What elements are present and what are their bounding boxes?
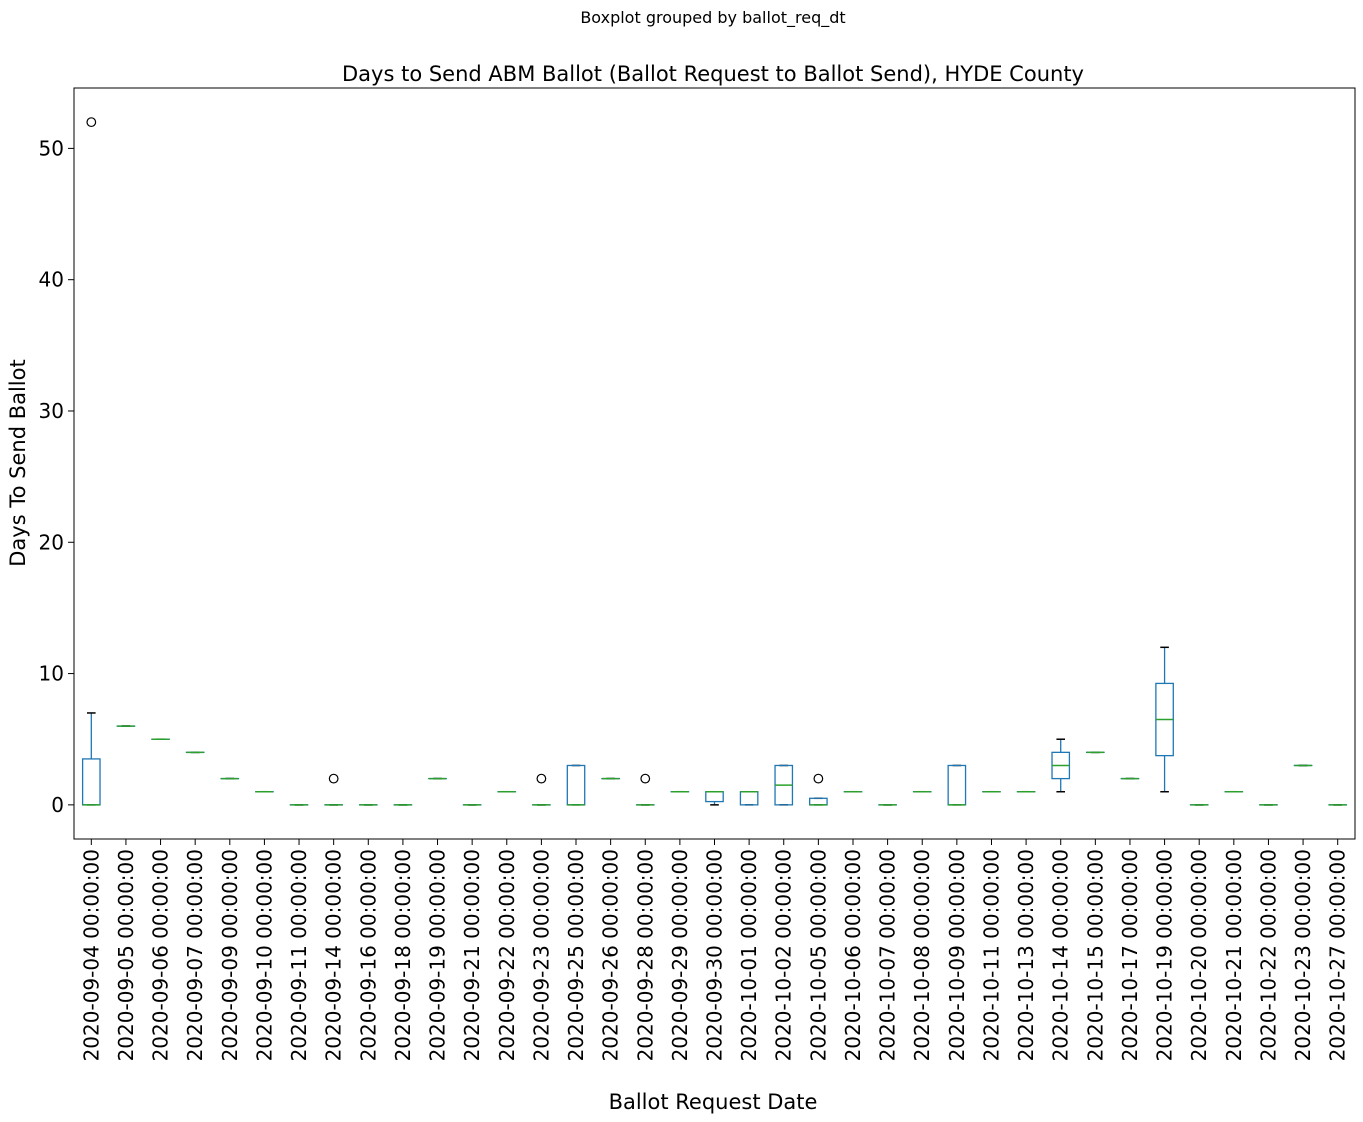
x-tick-label: 2020-09-23 00:00:00 bbox=[529, 849, 553, 1061]
x-tick-label: 2020-10-08 00:00:00 bbox=[910, 849, 934, 1061]
x-tick-label: 2020-09-18 00:00:00 bbox=[391, 849, 415, 1061]
box-group bbox=[809, 773, 828, 806]
box-group bbox=[324, 773, 344, 806]
box-group bbox=[1051, 738, 1071, 793]
x-axis-label: Ballot Request Date bbox=[609, 1090, 818, 1114]
flier-point bbox=[813, 773, 824, 784]
x-tick-label: 2020-09-19 00:00:00 bbox=[426, 849, 450, 1061]
box-iqr bbox=[566, 764, 586, 806]
x-tick-label: 2020-10-07 00:00:00 bbox=[876, 849, 900, 1061]
x-tick-label: 2020-10-14 00:00:00 bbox=[1049, 849, 1073, 1061]
box-group bbox=[532, 773, 551, 806]
x-tick-label: 2020-09-25 00:00:00 bbox=[564, 849, 588, 1061]
box-group bbox=[774, 764, 794, 806]
x-tick-label: 2020-09-14 00:00:00 bbox=[322, 849, 346, 1061]
x-tick-label: 2020-10-05 00:00:00 bbox=[806, 849, 830, 1061]
axes-frame bbox=[73, 87, 1356, 840]
x-tick-label: 2020-09-05 00:00:00 bbox=[114, 849, 138, 1061]
x-tick-label: 2020-09-29 00:00:00 bbox=[668, 849, 692, 1061]
x-tick-label: 2020-10-01 00:00:00 bbox=[737, 849, 761, 1061]
x-tick-label: 2020-09-21 00:00:00 bbox=[460, 849, 484, 1061]
box-group bbox=[705, 790, 724, 806]
x-tick-label: 2020-10-22 00:00:00 bbox=[1256, 849, 1280, 1061]
x-tick-label: 2020-10-02 00:00:00 bbox=[772, 849, 796, 1061]
y-tick-label: 20 bbox=[39, 530, 64, 554]
x-tick-label: 2020-10-17 00:00:00 bbox=[1118, 849, 1142, 1061]
x-tick-label: 2020-10-15 00:00:00 bbox=[1083, 849, 1107, 1061]
plot-area bbox=[81, 117, 1348, 806]
x-tick-label: 2020-10-06 00:00:00 bbox=[841, 849, 865, 1061]
x-tick-label: 2020-10-19 00:00:00 bbox=[1153, 849, 1177, 1061]
x-tick-label: 2020-09-04 00:00:00 bbox=[79, 849, 103, 1061]
box-group bbox=[1155, 646, 1174, 793]
x-tick-label: 2020-09-09 00:00:00 bbox=[218, 849, 242, 1061]
x-tick-label: 2020-09-30 00:00:00 bbox=[703, 849, 727, 1061]
box-iqr bbox=[705, 791, 724, 803]
box-iqr bbox=[739, 791, 759, 806]
y-tick-label: 10 bbox=[39, 662, 64, 686]
y-tick-label: 0 bbox=[51, 793, 64, 817]
x-tick-label: 2020-09-16 00:00:00 bbox=[356, 849, 380, 1061]
x-tick-label: 2020-10-20 00:00:00 bbox=[1187, 849, 1211, 1061]
box-group bbox=[635, 773, 655, 806]
box-iqr bbox=[81, 758, 101, 806]
x-tick-label: 2020-10-13 00:00:00 bbox=[1014, 849, 1038, 1061]
y-tick-label: 30 bbox=[39, 399, 64, 423]
box-group bbox=[947, 764, 967, 806]
y-tick-label: 40 bbox=[39, 268, 64, 292]
x-tick-label: 2020-09-10 00:00:00 bbox=[252, 849, 276, 1061]
x-axis: 2020-09-04 00:00:00 2020-09-05 00:00:00 20… bbox=[79, 839, 1350, 1061]
y-axis-label: Days To Send Ballot bbox=[6, 359, 30, 566]
box-group bbox=[81, 117, 101, 806]
y-tick-label: 50 bbox=[39, 136, 64, 160]
x-tick-label: 2020-09-07 00:00:00 bbox=[183, 849, 207, 1061]
x-tick-label: 2020-09-11 00:00:00 bbox=[287, 849, 311, 1061]
flier-point bbox=[86, 117, 97, 128]
x-tick-label: 2020-10-09 00:00:00 bbox=[945, 849, 969, 1061]
x-tick-label: 2020-09-06 00:00:00 bbox=[149, 849, 173, 1061]
x-tick-label: 2020-10-11 00:00:00 bbox=[979, 849, 1003, 1061]
box-iqr bbox=[809, 797, 828, 806]
x-tick-label: 2020-10-27 00:00:00 bbox=[1326, 849, 1350, 1061]
x-tick-label: 2020-09-28 00:00:00 bbox=[633, 849, 657, 1061]
box-group bbox=[566, 764, 586, 806]
x-tick-label: 2020-09-22 00:00:00 bbox=[495, 849, 519, 1061]
x-tick-label: 2020-09-26 00:00:00 bbox=[599, 849, 623, 1061]
chart-title: Days to Send ABM Ballot (Ballot Request … bbox=[342, 62, 1084, 86]
x-tick-label: 2020-10-21 00:00:00 bbox=[1222, 849, 1246, 1061]
box-group bbox=[739, 790, 759, 806]
flier-point bbox=[328, 773, 339, 784]
y-axis: 0 10 20 30 40 50 bbox=[39, 136, 74, 817]
flier-point bbox=[536, 773, 547, 784]
flier-point bbox=[640, 773, 651, 784]
box-iqr bbox=[947, 764, 967, 806]
chart-suptitle: Boxplot grouped by ballot_req_dt bbox=[580, 8, 845, 28]
x-tick-label: 2020-10-23 00:00:00 bbox=[1291, 849, 1315, 1061]
